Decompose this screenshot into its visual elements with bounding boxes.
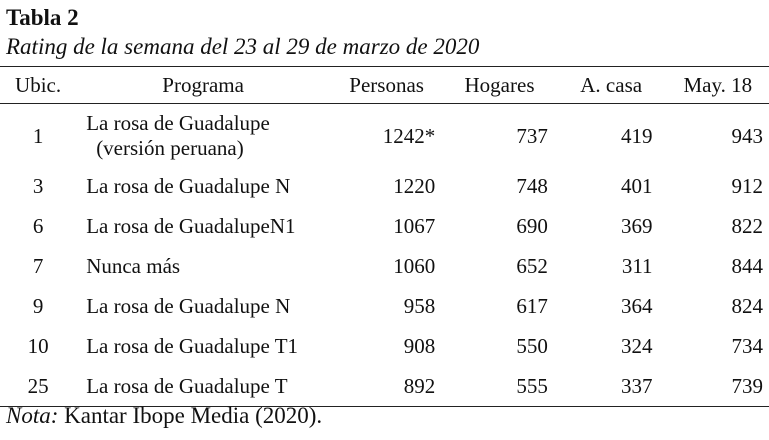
cell-may18: 943 [731, 123, 764, 148]
cell-may18: 822 [731, 213, 764, 238]
cell-acasa: 401 [621, 173, 653, 198]
table-row: 3 La rosa de Guadalupe N 1220 748 401 91… [0, 166, 769, 206]
cell-may18: 734 [731, 333, 764, 358]
cell-programa: La rosa de Guadalupe N [86, 293, 291, 318]
cell-hogares: 550 [516, 333, 548, 358]
note-label: Nota: [6, 403, 59, 428]
table-row: 6 La rosa de GuadalupeN1 1067 690 369 82… [0, 206, 769, 246]
cell-hogares: 617 [516, 293, 548, 318]
cell-hogares: 555 [443, 366, 556, 407]
programa-line2: (versión peruana) [96, 136, 244, 160]
header-personas: Personas [330, 66, 444, 104]
cell-ubic: 3 [32, 173, 44, 198]
rating-table: Ubic. Programa Personas Hogares A. casa … [0, 66, 769, 407]
cell-may18: 844 [731, 253, 764, 278]
cell-programa: La rosa de GuadalupeN1 [86, 213, 296, 238]
cell-ubic: 1 [32, 123, 44, 148]
table-body: 1 La rosa de Guadalupe (versión peruana)… [0, 104, 769, 407]
programa-line1: La rosa de Guadalupe [86, 111, 270, 135]
table-row: 7 Nunca más 1060 652 311 844 [0, 246, 769, 286]
cell-acasa: 369 [621, 213, 653, 238]
cell-programa: Nunca más [86, 253, 181, 278]
header-programa: Programa [76, 66, 331, 104]
cell-personas: 908 [403, 333, 436, 358]
cell-personas: 1220 [393, 173, 436, 198]
cell-acasa: 337 [555, 366, 667, 407]
header-ubic: Ubic. [0, 66, 77, 104]
header-hogares: Hogares [443, 66, 556, 104]
cell-ubic: 10 [27, 333, 49, 358]
cell-may18: 739 [666, 366, 769, 407]
table-note: Nota: Kantar Ibope Media (2020). [6, 402, 322, 430]
cell-may18: 824 [731, 293, 764, 318]
cell-personas: 892 [330, 366, 444, 407]
cell-ubic: 25 [0, 366, 77, 407]
header-row: Ubic. Programa Personas Hogares A. casa … [0, 66, 769, 104]
cell-personas: 958 [403, 293, 436, 318]
cell-programa: La rosa de Guadalupe (versión peruana) [76, 104, 330, 167]
cell-may18: 912 [731, 173, 764, 198]
cell-programa: La rosa de Guadalupe T [76, 366, 331, 407]
cell-personas: 1067 [393, 213, 436, 238]
table-row: 25 La rosa de Guadalupe T 892 555 337 73… [0, 366, 769, 407]
cell-programa: La rosa de Guadalupe N [86, 173, 291, 198]
cell-programa: La rosa de Guadalupe T1 [86, 333, 299, 358]
cell-acasa: 419 [621, 123, 653, 148]
cell-acasa: 364 [621, 293, 653, 318]
table-header: Ubic. Programa Personas Hogares A. casa … [0, 66, 769, 104]
table-caption: Rating de la semana del 23 al 29 de marz… [6, 34, 480, 59]
cell-hogares: 737 [516, 123, 548, 148]
table-number: Tabla 2 [6, 5, 79, 30]
note-text: Kantar Ibope Media (2020). [58, 403, 323, 428]
table-row: 10 La rosa de Guadalupe T1 908 550 324 7… [0, 326, 769, 366]
cell-ubic: 7 [32, 253, 44, 278]
table-row: 9 La rosa de Guadalupe N 958 617 364 824 [0, 286, 769, 326]
cell-personas: 1242* [382, 123, 436, 148]
header-acasa: A. casa [555, 66, 667, 104]
cell-ubic: 9 [32, 293, 44, 318]
cell-personas: 1060 [393, 253, 436, 278]
cell-hogares: 690 [516, 213, 548, 238]
cell-acasa: 324 [621, 333, 653, 358]
header-may18: May. 18 [666, 66, 769, 104]
cell-hogares: 748 [516, 173, 548, 198]
cell-ubic: 6 [32, 213, 44, 238]
cell-hogares: 652 [516, 253, 548, 278]
table-row: 1 La rosa de Guadalupe (versión peruana)… [0, 104, 769, 167]
cell-acasa: 311 [621, 253, 653, 278]
